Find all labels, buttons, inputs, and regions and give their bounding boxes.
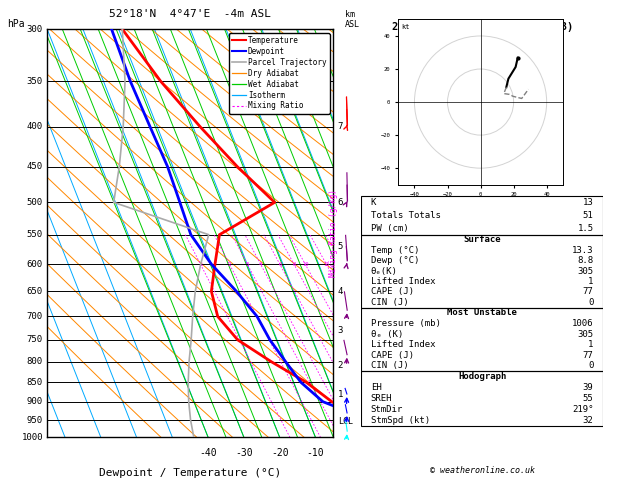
Text: 1000: 1000	[21, 433, 43, 442]
Text: 77: 77	[583, 351, 594, 360]
Text: 1: 1	[588, 340, 594, 349]
Text: 4: 4	[259, 261, 262, 267]
Text: 1.5: 1.5	[577, 224, 594, 233]
Text: 305: 305	[577, 267, 594, 276]
Text: 950: 950	[27, 416, 43, 424]
Text: 6: 6	[278, 261, 281, 267]
Legend: Temperature, Dewpoint, Parcel Trajectory, Dry Adiabat, Wet Adiabat, Isotherm, Mi: Temperature, Dewpoint, Parcel Trajectory…	[229, 33, 330, 114]
Bar	[361, 308, 603, 371]
Text: 550: 550	[27, 230, 43, 239]
Text: 6: 6	[338, 198, 343, 207]
Text: 650: 650	[27, 287, 43, 296]
Text: km
ASL: km ASL	[345, 10, 360, 29]
Text: Dewpoint / Temperature (°C): Dewpoint / Temperature (°C)	[99, 468, 281, 478]
Text: kt: kt	[401, 24, 409, 31]
Text: 450: 450	[27, 162, 43, 171]
Text: Surface: Surface	[464, 235, 501, 244]
Text: θₑ (K): θₑ (K)	[370, 330, 403, 339]
Text: Lifted Index: Lifted Index	[370, 277, 435, 286]
Text: 3: 3	[246, 261, 249, 267]
Text: K: K	[370, 198, 376, 207]
Text: -30: -30	[235, 448, 253, 458]
Text: θₑ(K): θₑ(K)	[370, 267, 398, 276]
Text: Mixing Ratio (g/kg): Mixing Ratio (g/kg)	[330, 190, 338, 277]
Text: 13.3: 13.3	[572, 246, 594, 255]
Text: 219°: 219°	[572, 405, 594, 414]
Text: 1: 1	[588, 277, 594, 286]
Text: 77: 77	[583, 288, 594, 296]
Bar	[361, 196, 603, 235]
Text: 2: 2	[228, 261, 231, 267]
Text: Hodograph: Hodograph	[458, 372, 506, 381]
Text: 305: 305	[577, 330, 594, 339]
Text: 600: 600	[27, 260, 43, 269]
Text: CIN (J): CIN (J)	[370, 362, 408, 370]
Text: 400: 400	[27, 122, 43, 131]
Text: EH: EH	[370, 383, 381, 392]
Text: StmDir: StmDir	[370, 405, 403, 414]
Text: 52°18'N  4°47'E  -4m ASL: 52°18'N 4°47'E -4m ASL	[109, 9, 271, 19]
Text: 7: 7	[338, 122, 343, 131]
Text: 2: 2	[338, 362, 343, 370]
Text: 4: 4	[338, 287, 343, 296]
Text: 750: 750	[27, 335, 43, 345]
Text: 8: 8	[292, 261, 296, 267]
Text: 500: 500	[27, 198, 43, 207]
Text: 700: 700	[27, 312, 43, 321]
Text: 5: 5	[338, 243, 343, 251]
Text: LCL: LCL	[338, 417, 353, 426]
Text: Totals Totals: Totals Totals	[370, 211, 440, 220]
Text: 15: 15	[323, 261, 330, 267]
Bar	[361, 371, 603, 426]
Text: 1: 1	[338, 390, 343, 399]
Text: 32: 32	[583, 416, 594, 425]
Text: CIN (J): CIN (J)	[370, 298, 408, 307]
Text: 0: 0	[588, 362, 594, 370]
Text: Pressure (mb): Pressure (mb)	[370, 319, 440, 328]
Text: 8.8: 8.8	[577, 256, 594, 265]
Text: 900: 900	[27, 397, 43, 406]
Bar	[361, 235, 603, 308]
Text: Dewp (°C): Dewp (°C)	[370, 256, 419, 265]
Text: 1006: 1006	[572, 319, 594, 328]
Text: 1: 1	[199, 261, 202, 267]
Text: Lifted Index: Lifted Index	[370, 340, 435, 349]
Text: 3: 3	[338, 326, 343, 335]
Text: 350: 350	[27, 77, 43, 86]
Text: 51: 51	[583, 211, 594, 220]
Text: -20: -20	[271, 448, 289, 458]
Text: hPa: hPa	[7, 19, 25, 29]
Text: 850: 850	[27, 378, 43, 387]
Text: 28.04.2024  21GMT  (Base: 18): 28.04.2024 21GMT (Base: 18)	[391, 21, 573, 32]
Text: 800: 800	[27, 357, 43, 366]
Text: CAPE (J): CAPE (J)	[370, 288, 414, 296]
Text: 55: 55	[583, 394, 594, 403]
Text: © weatheronline.co.uk: © weatheronline.co.uk	[430, 467, 535, 475]
Text: SREH: SREH	[370, 394, 392, 403]
Text: Most Unstable: Most Unstable	[447, 309, 517, 317]
Text: -10: -10	[307, 448, 325, 458]
Text: 300: 300	[27, 25, 43, 34]
Text: 10: 10	[302, 261, 308, 267]
Text: StmSpd (kt): StmSpd (kt)	[370, 416, 430, 425]
Text: 13: 13	[583, 198, 594, 207]
Text: 0: 0	[588, 298, 594, 307]
Text: -40: -40	[199, 448, 217, 458]
Text: CAPE (J): CAPE (J)	[370, 351, 414, 360]
Text: 39: 39	[583, 383, 594, 392]
Text: Temp (°C): Temp (°C)	[370, 246, 419, 255]
Text: PW (cm): PW (cm)	[370, 224, 408, 233]
